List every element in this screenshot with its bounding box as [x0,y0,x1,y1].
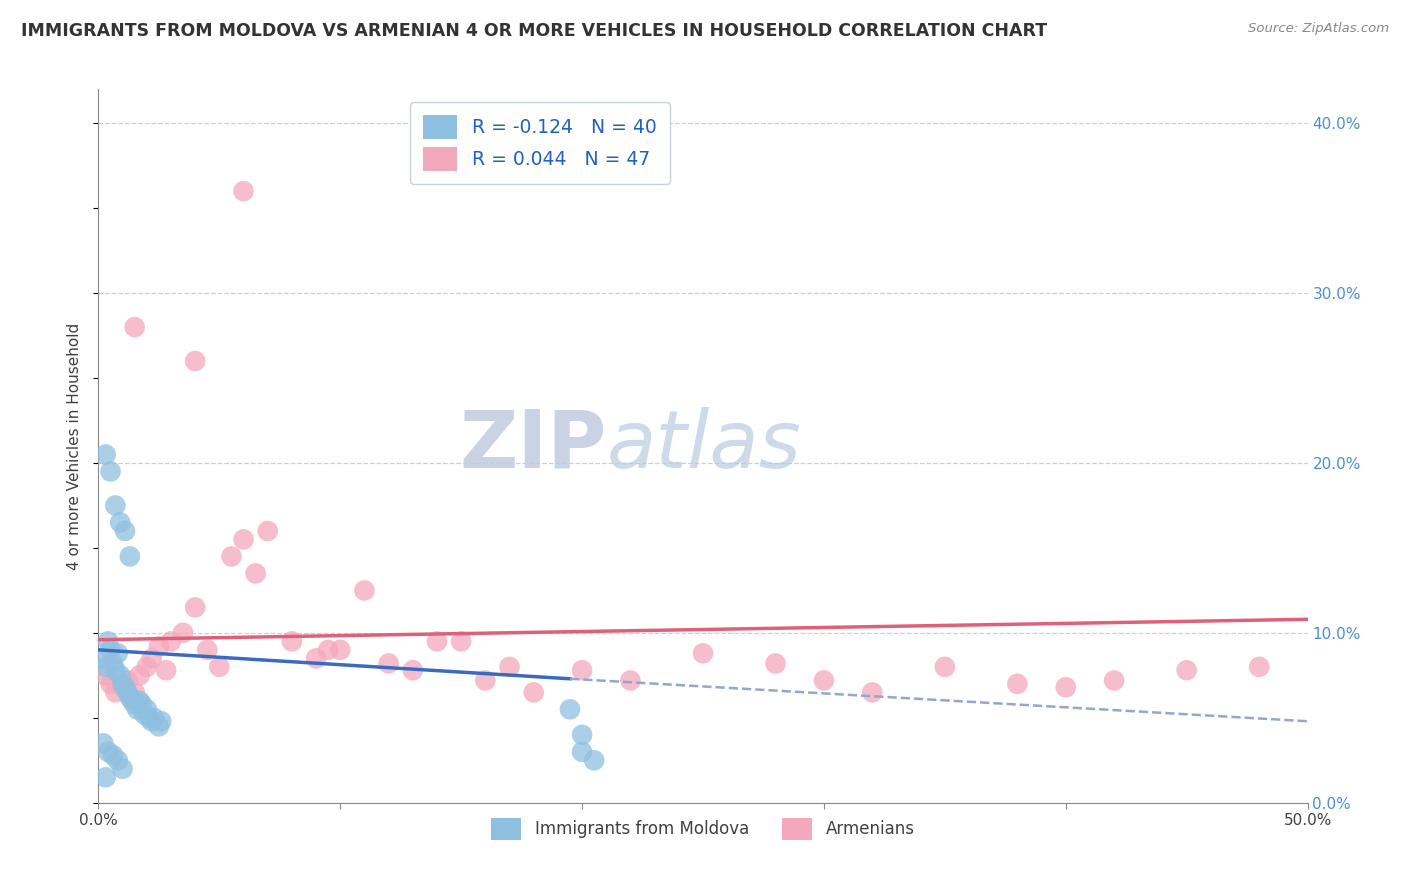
Point [101,657,124,671]
Point [245,566,267,581]
Point [124,320,146,334]
Point [104,685,127,699]
Point [150,714,173,729]
Text: Source: ZipAtlas.com: Source: ZipAtlas.com [1249,22,1389,36]
Point [100,677,122,691]
Point [128,694,150,708]
Point [134,707,156,722]
Point [1102,673,1125,688]
Point [104,663,127,677]
Point [221,549,243,564]
Point [131,698,153,712]
Point [256,524,278,538]
Point [232,184,254,198]
Point [184,354,207,368]
Point [571,745,593,759]
Point [305,651,328,665]
Point [107,753,129,767]
Point [934,660,956,674]
Point [143,711,166,725]
Point [94,448,117,462]
Point [208,660,231,674]
Point [141,651,163,665]
Point [474,673,496,688]
Point [450,634,472,648]
Point [117,685,139,699]
Point [97,634,120,648]
Point [426,634,449,648]
Point [1249,660,1271,674]
Point [558,702,581,716]
Point [172,626,194,640]
Point [128,668,150,682]
Point [583,753,606,767]
Point [108,516,131,530]
Point [571,663,593,677]
Text: IMMIGRANTS FROM MOLDOVA VS ARMENIAN 4 OR MORE VEHICLES IN HOUSEHOLD CORRELATION : IMMIGRANTS FROM MOLDOVA VS ARMENIAN 4 OR… [21,22,1047,40]
Point [114,680,136,694]
Point [377,657,399,671]
Point [160,634,183,648]
Point [135,660,157,674]
Point [111,762,134,776]
Point [402,663,425,677]
Point [121,694,143,708]
Point [860,685,883,699]
Point [141,714,163,729]
Point [117,673,139,688]
Point [184,600,207,615]
Point [138,711,160,725]
Point [523,685,546,699]
Point [1175,663,1198,677]
Point [124,698,146,712]
Point [692,646,714,660]
Point [124,685,146,699]
Point [104,499,127,513]
Point [118,549,141,564]
Point [813,673,835,688]
Point [148,719,170,733]
Point [91,651,114,665]
Point [111,680,134,694]
Point [148,640,170,654]
Point [114,524,136,538]
Point [571,728,593,742]
Point [100,643,122,657]
Point [765,657,787,671]
Point [155,663,177,677]
Point [619,673,641,688]
Point [111,677,134,691]
Y-axis label: 4 or more Vehicles in Household: 4 or more Vehicles in Household [67,322,83,570]
Point [94,668,117,682]
Point [329,643,352,657]
Point [94,770,117,784]
Point [127,702,149,716]
Point [97,745,120,759]
Point [1007,677,1029,691]
Point [91,736,114,750]
Point [232,533,254,547]
Point [118,690,141,705]
Point [108,668,131,682]
Point [281,634,304,648]
Point [94,660,117,674]
Point [195,643,218,657]
Legend: Immigrants from Moldova, Armenians: Immigrants from Moldova, Armenians [484,810,922,848]
Point [135,702,157,716]
Text: ZIP: ZIP [458,407,606,485]
Point [101,748,124,763]
Text: atlas: atlas [606,407,801,485]
Point [498,660,520,674]
Point [1054,680,1077,694]
Point [353,583,375,598]
Point [316,643,339,657]
Point [100,465,122,479]
Point [107,646,129,660]
